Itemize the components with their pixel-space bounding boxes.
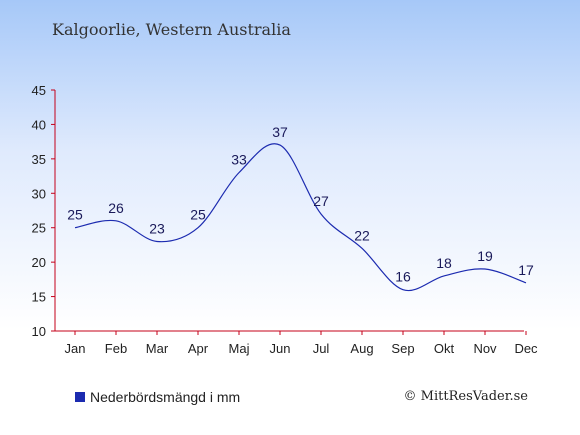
y-tick-label: 45 [32, 83, 46, 98]
x-tick-label: Okt [434, 341, 455, 356]
data-label: 22 [354, 227, 370, 243]
x-tick-label: Jan [65, 341, 86, 356]
data-label: 25 [67, 207, 83, 223]
x-tick-label: Aug [350, 341, 373, 356]
y-tick-label: 40 [32, 117, 46, 132]
y-tick-label: 20 [32, 255, 46, 270]
legend: Nederbördsmängd i mm [75, 389, 240, 405]
data-label: 25 [190, 207, 206, 223]
x-tick-label: Maj [229, 341, 250, 356]
y-tick-label: 15 [32, 290, 46, 305]
x-tick-label: Nov [473, 341, 497, 356]
legend-swatch [75, 392, 85, 402]
x-tick-label: Mar [146, 341, 169, 356]
data-label: 27 [313, 193, 329, 209]
x-tick-label: Sep [391, 341, 414, 356]
x-tick-label: Dec [514, 341, 538, 356]
data-label: 33 [231, 152, 247, 168]
x-tick-label: Apr [188, 341, 209, 356]
x-tick-label: Jun [270, 341, 291, 356]
data-label: 16 [395, 269, 411, 285]
x-tick-label: Jul [313, 341, 330, 356]
y-tick-label: 25 [32, 221, 46, 236]
y-tick-label: 30 [32, 186, 46, 201]
precipitation-line [74, 143, 527, 292]
legend-label: Nederbördsmängd i mm [90, 389, 241, 405]
chart-title: Kalgoorlie, Western Australia [52, 20, 291, 39]
data-label: 37 [272, 124, 288, 140]
y-tick-label: 10 [32, 324, 46, 339]
data-label: 17 [518, 262, 534, 278]
y-tick-label: 35 [32, 152, 46, 167]
data-label: 26 [108, 200, 124, 216]
credit-text: © MittResVader.se [403, 389, 528, 404]
data-label: 19 [477, 248, 493, 264]
x-tick-label: Feb [105, 341, 127, 356]
data-label: 18 [436, 255, 452, 271]
data-label: 23 [149, 220, 165, 236]
